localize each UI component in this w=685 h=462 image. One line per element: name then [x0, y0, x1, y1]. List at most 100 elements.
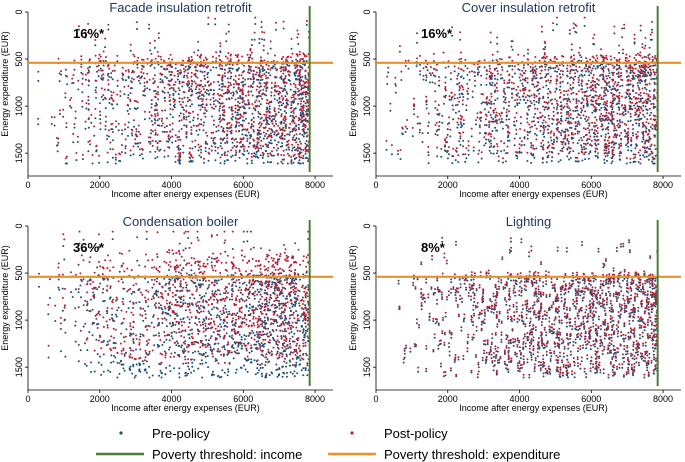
post-policy-point: [293, 139, 296, 141]
post-policy-point: [57, 137, 60, 140]
post-policy-point: [202, 59, 205, 62]
post-policy-point: [204, 108, 207, 111]
post-policy-point: [639, 68, 642, 71]
post-policy-point: [605, 108, 608, 111]
post-policy-point: [87, 108, 90, 111]
post-policy-point: [183, 109, 185, 111]
post-policy-point: [245, 94, 247, 97]
pre-policy-point: [183, 124, 186, 127]
post-policy-point: [635, 133, 638, 136]
pre-policy-point: [294, 92, 297, 95]
pre-policy-point: [594, 116, 597, 119]
post-policy-point: [203, 157, 205, 160]
post-policy-point: [154, 132, 157, 134]
post-policy-point: [613, 82, 616, 85]
pre-policy-point: [110, 361, 113, 364]
pre-policy-point: [580, 111, 583, 114]
pre-policy-point: [594, 133, 597, 136]
post-policy-point: [651, 152, 654, 155]
post-policy-point: [234, 104, 237, 107]
pre-policy-point: [153, 66, 156, 69]
post-policy-point: [247, 145, 250, 148]
pre-policy-point: [523, 98, 526, 101]
post-policy-point: [139, 133, 142, 136]
pre-policy-point: [210, 261, 213, 264]
post-policy-point: [608, 76, 611, 79]
pre-policy-point: [460, 126, 462, 129]
pre-policy-point: [306, 128, 309, 131]
pre-policy-point: [451, 162, 454, 165]
post-policy-point: [638, 100, 641, 103]
pre-policy-point: [252, 315, 255, 318]
pre-policy-point: [211, 290, 214, 293]
post-policy-point: [230, 149, 233, 152]
pre-policy-point: [436, 134, 439, 137]
post-policy-point: [460, 68, 462, 71]
post-policy-point: [178, 97, 181, 100]
pre-policy-point: [272, 154, 275, 157]
pre-policy-point: [519, 137, 522, 140]
post-policy-point: [199, 104, 202, 107]
post-policy-point: [234, 54, 237, 57]
post-policy-point: [292, 96, 295, 99]
post-policy-point: [168, 138, 171, 141]
pre-policy-point: [106, 340, 109, 343]
pre-policy-point: [214, 105, 217, 108]
post-policy-point: [583, 142, 585, 145]
pre-policy-point: [65, 126, 68, 129]
pre-policy-point: [197, 104, 200, 107]
post-policy-point: [627, 67, 630, 70]
post-policy-point: [653, 135, 656, 138]
pre-policy-point: [212, 97, 215, 99]
pre-policy-point: [139, 335, 142, 338]
pre-policy-point: [178, 136, 181, 138]
post-policy-point: [275, 113, 278, 115]
post-policy-point: [204, 78, 207, 80]
post-policy-point: [649, 64, 652, 67]
post-policy-point: [168, 96, 171, 99]
pre-policy-point: [624, 113, 627, 115]
post-policy-point: [645, 131, 648, 133]
pre-policy-point: [606, 104, 609, 107]
post-policy-point: [585, 115, 588, 118]
post-policy-point: [591, 121, 594, 124]
pre-policy-point: [590, 89, 592, 92]
pre-policy-point: [526, 117, 529, 120]
post-policy-point: [650, 103, 653, 105]
pre-policy-point: [240, 344, 243, 347]
pre-policy-point: [483, 108, 486, 111]
pre-policy-point: [235, 68, 238, 71]
post-policy-point: [444, 66, 447, 69]
post-policy-point: [594, 143, 597, 146]
pre-policy-point: [622, 111, 625, 114]
post-policy-point: [587, 95, 589, 98]
post-policy-point: [292, 116, 295, 119]
post-policy-point: [304, 85, 307, 88]
pre-policy-point: [164, 109, 166, 112]
pre-policy-point: [77, 88, 80, 91]
post-policy-point: [635, 135, 638, 138]
pre-policy-point: [524, 102, 527, 104]
post-policy-point: [64, 92, 67, 95]
pre-policy-point: [232, 357, 235, 360]
post-policy-point: [193, 73, 196, 76]
post-policy-point: [81, 153, 84, 156]
post-policy-point: [206, 134, 209, 137]
post-policy-point: [628, 55, 631, 58]
pre-policy-point: [553, 138, 555, 141]
post-policy-point: [280, 113, 283, 115]
pre-policy-point: [270, 350, 273, 353]
post-policy-point: [528, 89, 531, 92]
post-policy-point: [576, 123, 579, 125]
post-policy-point: [274, 67, 277, 70]
post-policy-point: [198, 55, 201, 58]
post-policy-point: [159, 140, 162, 143]
post-policy-point: [280, 70, 283, 73]
pre-policy-point: [84, 322, 87, 325]
pre-policy-point: [253, 359, 256, 362]
pre-policy-point: [135, 108, 138, 111]
pre-policy-point: [281, 162, 284, 165]
post-policy-point: [511, 59, 514, 62]
post-policy-point: [576, 116, 579, 119]
post-policy-point: [572, 77, 574, 80]
